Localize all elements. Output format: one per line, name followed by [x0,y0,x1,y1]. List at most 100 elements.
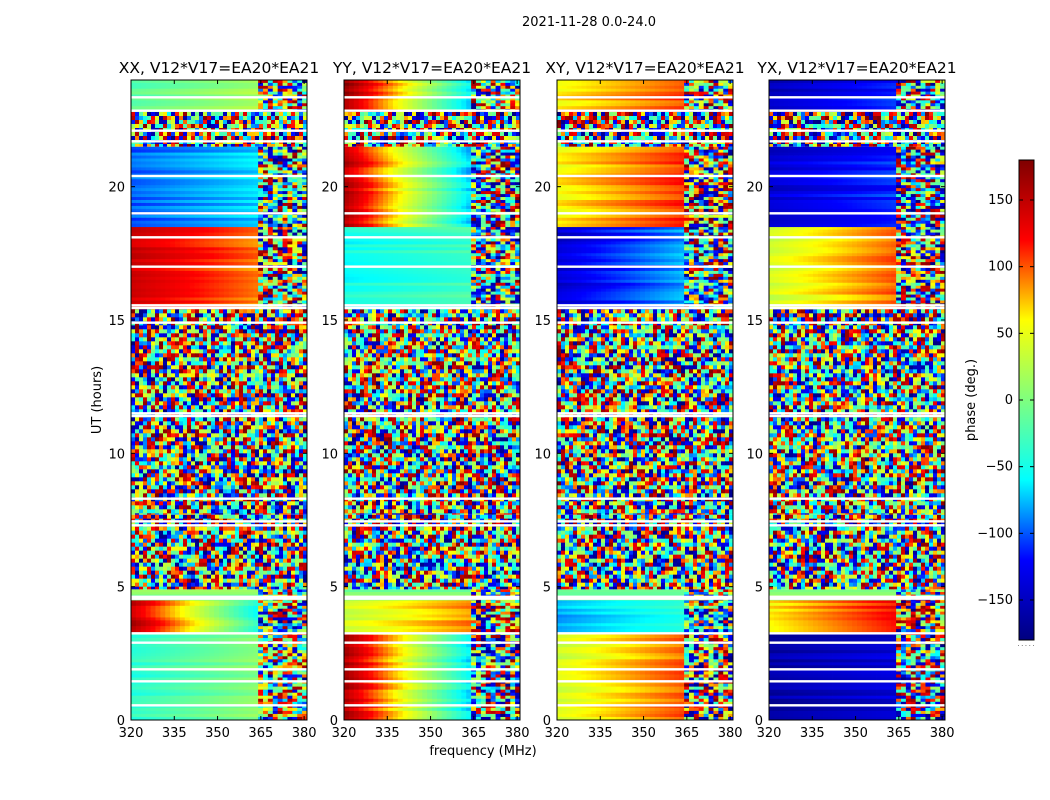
phase-cell [253,603,258,606]
phase-cell [190,690,195,693]
phase-cell [219,696,224,699]
phase-cell [180,650,185,653]
phase-cell [146,609,151,612]
phase-cell [273,626,278,629]
phase-cell [287,626,292,629]
phase-cell [190,629,195,632]
phase-cell [195,617,200,620]
phase-cell [253,271,258,274]
phase-cell [204,280,209,283]
phase-cell [229,238,234,241]
phase-cell [287,647,292,650]
phase-cell [165,277,170,280]
phase-cell [185,662,190,665]
phase-cell [190,684,195,687]
phase-cell [204,268,209,271]
phase-cell [204,289,209,292]
phase-cell [214,253,219,256]
phase-cell [224,277,229,280]
phase-cell [273,617,278,620]
phase-cell [141,250,146,253]
phase-cell [155,638,160,641]
phase-cell [204,286,209,289]
phase-cell [229,244,234,247]
phase-cell [239,690,244,693]
phase-cell [234,259,239,262]
phase-cell [175,711,180,714]
phase-cell [268,603,273,606]
phase-cell [141,227,146,230]
phase-cell [146,256,151,259]
phase-cell [170,295,175,298]
phase-cell [224,606,229,609]
phase-cell [287,635,292,638]
phase-cell [151,693,156,696]
phase-cell [195,600,200,603]
phase-cell [165,626,170,629]
phase-cell [199,617,204,620]
phase-cell [180,615,185,618]
phase-cell [292,277,297,280]
phase-cell [180,638,185,641]
phase-cell [214,690,219,693]
phase-cell [151,292,156,295]
phase-cell [243,603,248,606]
phase-cell [160,615,165,618]
phase-cell [131,259,136,262]
phase-cell [258,626,263,629]
phase-cell [224,262,229,265]
phase-cell [292,623,297,626]
phase-cell [292,600,297,603]
phase-cell [219,250,224,253]
phase-cell [170,247,175,250]
phase-cell [195,259,200,262]
phase-cell [229,271,234,274]
phase-cell [180,233,185,236]
phase-cell [165,693,170,696]
phase-cell [146,592,151,595]
phase-cell [155,286,160,289]
phase-cell [170,603,175,606]
phase-cell [214,708,219,711]
phase-cell [292,589,297,592]
phase-cell [224,283,229,286]
phase-cell [287,262,292,265]
phase-cell [175,600,180,603]
phase-cell [214,693,219,696]
phase-cell [160,592,165,595]
phase-cell [268,292,273,295]
phase-cell [131,714,136,717]
phase-cell [219,629,224,632]
phase-cell [136,656,141,659]
phase-cell [146,227,151,230]
phase-cell [278,280,283,283]
phase-heatmap-figure: 2021-11-28 0.0-24.0 XX, V12*V17=EA20*EA2… [0,0,1050,800]
phase-cell [243,271,248,274]
phase-cell [180,674,185,677]
phase-cell [278,626,283,629]
phase-cell [287,268,292,271]
phase-cell [170,292,175,295]
phase-cell [278,708,283,711]
phase-cell [263,671,268,674]
phase-cell [190,600,195,603]
phase-cell [283,289,288,292]
phase-cell [214,620,219,623]
phase-cell [160,708,165,711]
phase-cell [219,638,224,641]
phase-cell [283,693,288,696]
phase-cell [131,674,136,677]
phase-cell [273,603,278,606]
phase-cell [278,615,283,618]
phase-cell [224,644,229,647]
phase-cell [248,233,253,236]
phase-cell [195,295,200,298]
phase-cell [229,711,234,714]
phase-cell [175,656,180,659]
phase-cell [283,271,288,274]
phase-cell [204,600,209,603]
phase-cell [131,241,136,244]
phase-cell [258,268,263,271]
phase-cell [175,241,180,244]
phase-cell [273,684,278,687]
